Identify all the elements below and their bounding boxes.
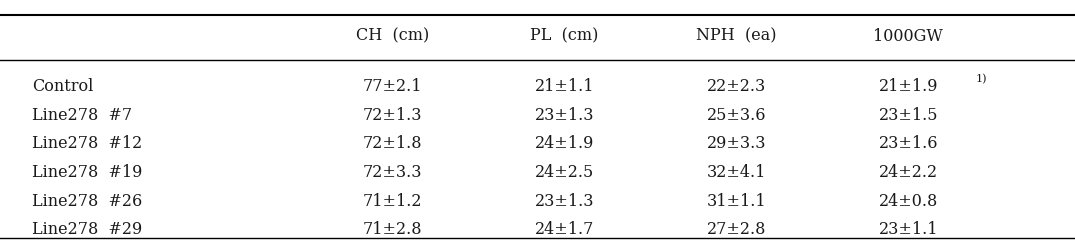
Text: 23±1.5: 23±1.5 [878, 106, 938, 124]
Text: 72±3.3: 72±3.3 [362, 164, 422, 181]
Text: Line278  #12: Line278 #12 [32, 135, 143, 152]
Text: 71±2.8: 71±2.8 [362, 222, 422, 238]
Text: 24±2.2: 24±2.2 [879, 164, 937, 181]
Text: NPH  (ea): NPH (ea) [697, 28, 776, 45]
Text: 23±1.3: 23±1.3 [534, 193, 594, 210]
Text: 72±1.3: 72±1.3 [362, 106, 422, 124]
Text: 27±2.8: 27±2.8 [706, 222, 766, 238]
Text: Line278  #26: Line278 #26 [32, 193, 143, 210]
Text: 24±1.9: 24±1.9 [534, 135, 594, 152]
Text: 23±1.1: 23±1.1 [878, 222, 938, 238]
Text: 23±1.6: 23±1.6 [878, 135, 938, 152]
Text: 1000GW: 1000GW [873, 28, 944, 45]
Text: Line278  #7: Line278 #7 [32, 106, 132, 124]
Text: PL  (cm): PL (cm) [530, 28, 599, 45]
Text: Line278  #29: Line278 #29 [32, 222, 143, 238]
Text: 31±1.1: 31±1.1 [706, 193, 766, 210]
Text: 24±0.8: 24±0.8 [878, 193, 938, 210]
Text: 1): 1) [976, 74, 988, 84]
Text: 25±3.6: 25±3.6 [706, 106, 766, 124]
Text: 21±1.9: 21±1.9 [878, 78, 938, 95]
Text: 29±3.3: 29±3.3 [706, 135, 766, 152]
Text: Line278  #19: Line278 #19 [32, 164, 143, 181]
Text: 32±4.1: 32±4.1 [706, 164, 766, 181]
Text: 24±2.5: 24±2.5 [534, 164, 594, 181]
Text: 21±1.1: 21±1.1 [534, 78, 594, 95]
Text: Control: Control [32, 78, 94, 95]
Text: 22±2.3: 22±2.3 [706, 78, 766, 95]
Text: 72±1.8: 72±1.8 [362, 135, 422, 152]
Text: 71±1.2: 71±1.2 [362, 193, 422, 210]
Text: 77±2.1: 77±2.1 [362, 78, 422, 95]
Text: CH  (cm): CH (cm) [356, 28, 429, 45]
Text: 24±1.7: 24±1.7 [534, 222, 594, 238]
Text: 23±1.3: 23±1.3 [534, 106, 594, 124]
